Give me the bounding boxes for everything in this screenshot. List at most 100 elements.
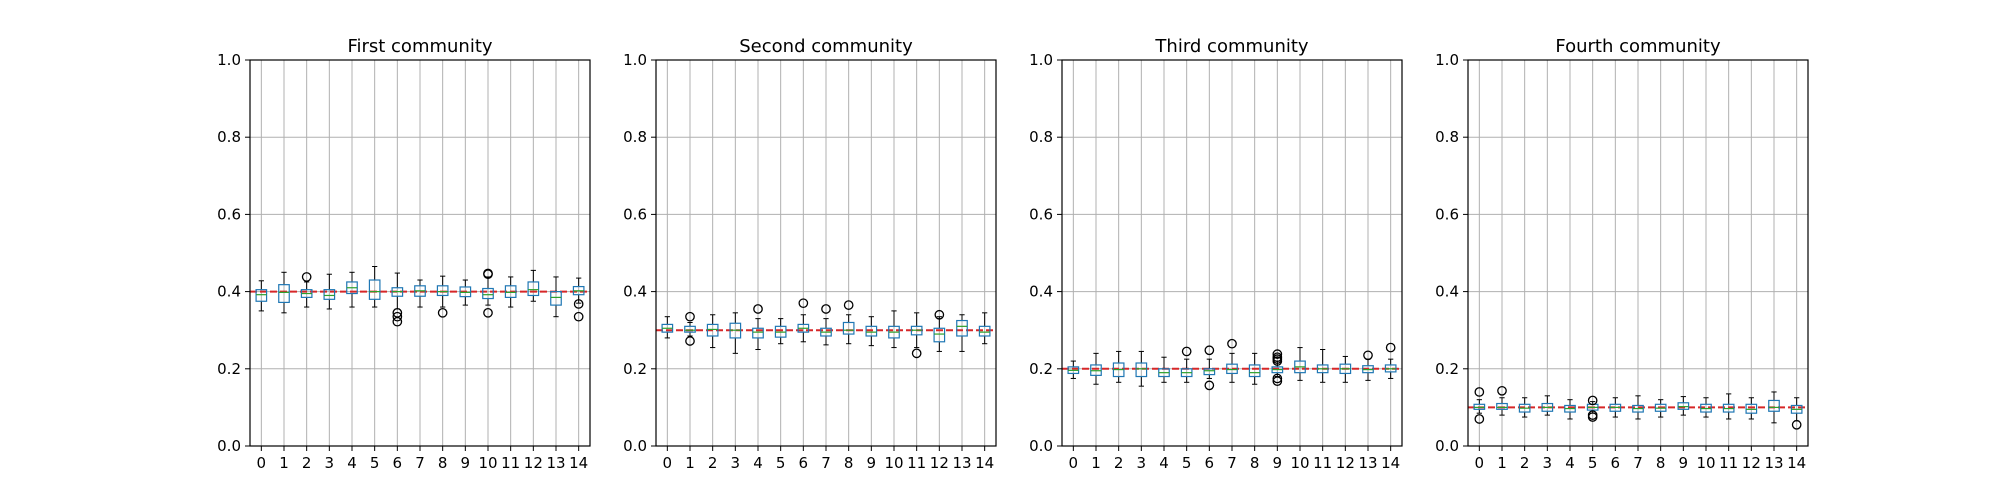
x-tick-label: 11 xyxy=(1719,454,1738,472)
y-tick-label: 0.6 xyxy=(623,205,647,223)
box-iqr xyxy=(1248,364,1261,378)
x-tick-label: 4 xyxy=(753,454,763,472)
y-tick-label: 0.6 xyxy=(1029,205,1053,223)
box-iqr xyxy=(1768,399,1780,412)
box-12 xyxy=(933,309,946,352)
box-iqr xyxy=(255,289,268,302)
x-tick-label: 12 xyxy=(930,454,949,472)
box-iqr xyxy=(956,319,968,337)
x-tick-label: 10 xyxy=(1696,454,1715,472)
x-tick-label: 11 xyxy=(501,454,520,472)
flier-point xyxy=(573,311,584,322)
box-2 xyxy=(706,314,719,349)
y-tick-label: 0.4 xyxy=(1435,283,1459,301)
y-tick-label: 0.0 xyxy=(217,437,241,455)
box-10 xyxy=(888,310,900,349)
box-6 xyxy=(1609,397,1622,418)
chart-panel-4: 0.00.20.40.60.81.00 1 2 3 4 5 6 7 8 9 10 11 12 13 14Fo… xyxy=(1435,36,1809,472)
x-tick-label: 7 xyxy=(415,454,425,472)
flier-point xyxy=(1272,349,1283,359)
box-9 xyxy=(1271,349,1284,387)
box-0 xyxy=(661,316,674,339)
box-3 xyxy=(729,312,742,354)
x-tick-label: 3 xyxy=(1543,454,1553,472)
box-11 xyxy=(910,312,923,359)
x-tick-label: 3 xyxy=(1137,454,1147,472)
box-10 xyxy=(1294,347,1306,381)
flier-point xyxy=(934,309,945,320)
y-tick-label: 0.8 xyxy=(623,128,647,146)
x-tick-label: 12 xyxy=(1742,454,1761,472)
box-3 xyxy=(1541,395,1554,416)
box-iqr xyxy=(368,279,381,300)
x-tick-label: 2 xyxy=(1520,454,1530,472)
flier-point xyxy=(1791,419,1802,430)
flier-point xyxy=(1181,346,1192,357)
chart-panel-3: 0.00.20.40.60.81.00 1 2 3 4 5 6 7 8 9 10 11 12 13 14Th… xyxy=(1029,36,1403,472)
x-tick-label: 3 xyxy=(731,454,741,472)
flier-point xyxy=(1385,342,1396,353)
box-5 xyxy=(1586,395,1599,422)
flier-point xyxy=(1474,387,1485,397)
x-tick-label: 6 xyxy=(393,454,403,472)
box-4 xyxy=(346,271,358,308)
box-10 xyxy=(1700,397,1712,418)
x-tick-label: 8 xyxy=(1250,454,1260,472)
box-4 xyxy=(752,304,764,350)
flier-point xyxy=(1587,395,1598,406)
flier-point xyxy=(1227,338,1237,349)
flier-point xyxy=(1363,350,1373,361)
flier-point xyxy=(1272,376,1283,387)
flier-point xyxy=(1204,380,1215,391)
x-tick-label: 9 xyxy=(1273,454,1283,472)
x-tick-label: 5 xyxy=(1588,454,1598,472)
x-tick-label: 1 xyxy=(1091,454,1101,472)
flier-point xyxy=(1474,414,1485,424)
x-tick-label: 9 xyxy=(461,454,471,472)
x-tick-label: 10 xyxy=(884,454,903,472)
x-tick-label: 13 xyxy=(952,454,971,472)
box-4 xyxy=(1158,356,1170,383)
x-tick-label: 1 xyxy=(1497,454,1507,472)
x-tick-label: 14 xyxy=(569,454,588,472)
chart-title: Third community xyxy=(1154,36,1308,57)
box-1 xyxy=(278,271,290,314)
box-3 xyxy=(1135,350,1148,387)
box-8 xyxy=(1654,399,1667,418)
flier-point xyxy=(301,272,312,282)
box-11 xyxy=(1316,349,1329,383)
box-iqr xyxy=(1496,402,1508,410)
flier-point xyxy=(821,304,831,314)
flier-point xyxy=(573,299,584,309)
flier-point xyxy=(843,300,854,310)
box-11 xyxy=(504,276,517,308)
box-2 xyxy=(300,272,313,308)
y-tick-label: 0.4 xyxy=(1029,283,1053,301)
x-tick-label: 1 xyxy=(685,454,695,472)
x-tick-label: 2 xyxy=(1114,454,1124,472)
box-3 xyxy=(323,273,336,310)
x-tick-label: 9 xyxy=(867,454,877,472)
box-5 xyxy=(774,318,787,345)
box-7 xyxy=(1632,395,1644,420)
y-tick-label: 0.6 xyxy=(1435,205,1459,223)
x-tick-label: 7 xyxy=(1633,454,1643,472)
box-13 xyxy=(550,276,562,318)
x-tick-label: 0 xyxy=(1475,454,1485,472)
y-tick-label: 0.8 xyxy=(1435,128,1459,146)
flier-point xyxy=(685,311,695,322)
flier-point xyxy=(483,307,493,318)
box-2 xyxy=(1518,397,1531,418)
x-tick-label: 12 xyxy=(524,454,543,472)
y-tick-label: 1.0 xyxy=(1029,51,1053,69)
x-tick-label: 14 xyxy=(1787,454,1806,472)
y-tick-label: 0.2 xyxy=(1435,360,1459,378)
box-iqr xyxy=(842,321,855,335)
box-7 xyxy=(1226,338,1238,383)
flier-point xyxy=(685,336,695,346)
x-tick-label: 0 xyxy=(1069,454,1079,472)
box-iqr xyxy=(550,291,562,306)
box-iqr xyxy=(865,325,878,337)
x-tick-label: 12 xyxy=(1336,454,1355,472)
